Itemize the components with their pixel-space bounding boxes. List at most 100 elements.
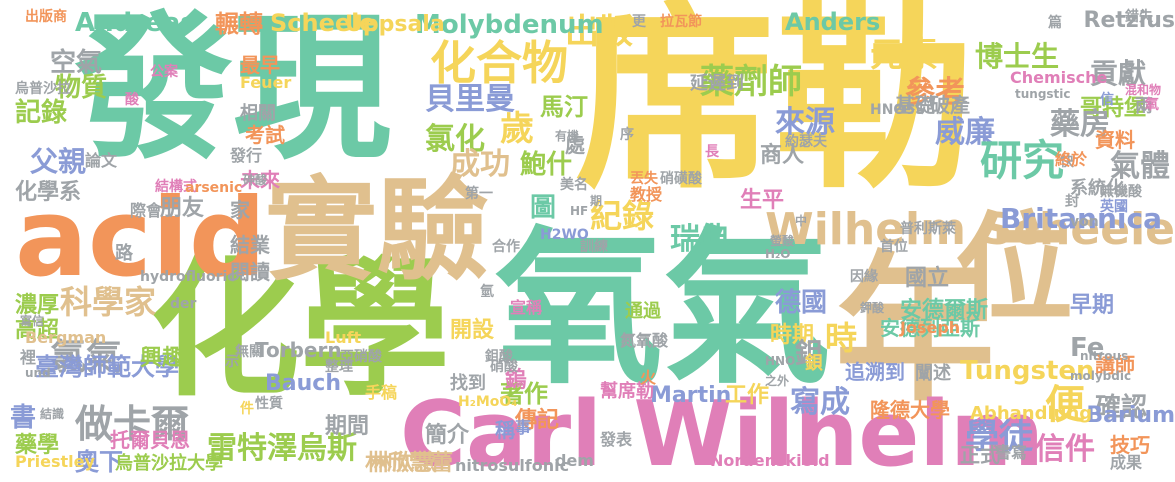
cloud-word: 資料	[1095, 128, 1135, 152]
cloud-word: 宣稱	[510, 298, 543, 317]
cloud-word: 序	[620, 127, 634, 143]
cloud-word: 威廉	[935, 115, 995, 150]
cloud-word: Torbern	[255, 338, 342, 362]
cloud-word: 信件	[1035, 432, 1095, 467]
cloud-word: Barium	[1086, 403, 1175, 428]
cloud-word: 貢獻	[1090, 57, 1147, 90]
cloud-word: 更	[632, 14, 646, 30]
cloud-word: 貝里曼	[425, 82, 515, 117]
cloud-word: 亞硝酸	[340, 349, 382, 365]
cloud-word: 整理	[325, 359, 353, 375]
cloud-word: 約瑟夫	[785, 134, 827, 150]
cloud-word: 路	[115, 243, 133, 264]
cloud-word: hydrofluoric	[140, 269, 236, 285]
cloud-word: 終於	[1055, 150, 1088, 169]
cloud-word: 哥特堡	[1080, 96, 1147, 121]
cloud-word: 酸	[125, 92, 139, 108]
cloud-word: 做卡爾	[75, 402, 190, 446]
cloud-word: 濃厚	[15, 293, 60, 318]
cloud-word: 出版	[565, 12, 633, 52]
cloud-word: 延遲到	[690, 73, 744, 94]
cloud-word: 高超	[15, 318, 60, 343]
cloud-word: 朋友	[160, 196, 205, 221]
cloud-word: 錯失	[1125, 9, 1153, 25]
cloud-word: 位	[955, 200, 1074, 338]
cloud-word: 有機	[555, 129, 580, 143]
cloud-word: 國立	[905, 266, 950, 291]
cloud-word: 砷酸	[243, 173, 268, 187]
cloud-word: 教授	[630, 185, 663, 204]
cloud-word: Bergman	[25, 328, 107, 347]
cloud-word: 安德爾斯	[900, 298, 989, 323]
cloud-word: 鋇	[805, 353, 823, 374]
cloud-word: 鉬	[795, 337, 824, 370]
cloud-word: 奧下	[75, 448, 123, 476]
cloud-word: 發行	[230, 146, 263, 165]
cloud-word: 講師	[1095, 353, 1135, 377]
cloud-word: 工作	[725, 383, 770, 408]
cloud-word: 系統化	[1070, 178, 1124, 199]
cloud-word: 發表	[600, 430, 633, 449]
cloud-word: 隆德大學	[870, 398, 950, 422]
cloud-word: 發現	[75, 0, 391, 181]
cloud-word: H2WO	[540, 227, 589, 243]
cloud-word: 臺灣師範大學	[35, 353, 179, 381]
cloud-word: 鉀酸	[860, 301, 885, 315]
cloud-word: 兩	[1135, 96, 1153, 117]
cloud-word: 件	[240, 401, 254, 417]
cloud-word: 書	[10, 403, 37, 433]
cloud-word: 結識	[40, 407, 65, 421]
cloud-word: 學徒	[965, 417, 1033, 457]
cloud-word: 商人	[760, 143, 805, 168]
cloud-word: Britannica	[1000, 202, 1162, 235]
cloud-word: 裡	[20, 348, 37, 367]
cloud-word: Andreas	[75, 8, 196, 38]
cloud-word: 實驗	[265, 166, 489, 296]
cloud-word: 螢酸	[770, 234, 795, 248]
cloud-word: 輾轉	[215, 10, 263, 38]
cloud-word: 成功	[450, 147, 510, 182]
cloud-word: 記錄	[15, 98, 68, 128]
cloud-word: 確認	[1095, 393, 1148, 423]
cloud-word: 硝酸	[490, 359, 518, 375]
cloud-word: 因緣	[850, 269, 878, 285]
cloud-word: 正式	[960, 443, 1000, 467]
cloud-word: 氯氣	[50, 337, 123, 378]
cloud-word: 手稿	[365, 383, 398, 402]
cloud-word: 際會	[130, 201, 163, 220]
cloud-word: Scheele	[270, 9, 376, 37]
cloud-word: 無機酸	[1100, 184, 1142, 200]
cloud-word: 最早	[240, 53, 280, 77]
cloud-word: 瑞典	[670, 222, 730, 257]
cloud-word: 空氣	[50, 48, 103, 78]
cloud-word: 氣體	[1110, 149, 1170, 184]
cloud-word: 首位	[880, 239, 908, 255]
cloud-word: Luft	[325, 328, 362, 347]
cloud-word: 之外	[765, 374, 790, 388]
cloud-word: 英國	[1100, 199, 1128, 215]
cloud-word: 示	[225, 354, 239, 370]
cloud-word: 書寫	[995, 443, 1028, 462]
cloud-word: Joseph	[900, 318, 961, 337]
cloud-word: nitrous	[1080, 349, 1129, 363]
cloud-word: 簡介	[425, 423, 470, 448]
cloud-word: 化學	[150, 243, 451, 417]
cloud-word: 林欣慧蕾	[365, 451, 454, 476]
cloud-word: 篇	[1048, 15, 1062, 31]
cloud-word: 混和物	[1125, 83, 1162, 97]
cloud-word: 公案	[150, 64, 178, 80]
cloud-word: 參考	[905, 75, 965, 110]
cloud-word: 紀錄	[590, 197, 655, 235]
cloud-word: 研究	[980, 136, 1065, 185]
cloud-word: 德國	[775, 288, 828, 318]
cloud-word: 訓練	[580, 239, 608, 255]
cloud-word: H₂MoO₄	[458, 394, 518, 410]
cloud-word: 物質	[55, 73, 108, 103]
cloud-word: 氫	[480, 284, 494, 300]
cloud-word: acid	[15, 176, 267, 301]
cloud-word: 技巧	[1110, 433, 1150, 457]
cloud-word: 科學家	[60, 283, 157, 321]
cloud-word: 考試	[245, 123, 285, 147]
cloud-word: 開設	[450, 318, 495, 343]
